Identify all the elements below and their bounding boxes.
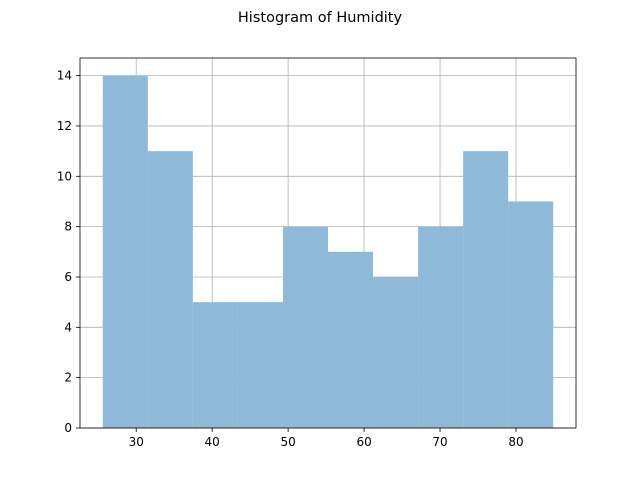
x-tick-label: 80 <box>508 435 523 449</box>
histogram-bar <box>237 302 283 428</box>
y-tick-label: 14 <box>57 69 72 83</box>
axes-frame <box>79 57 577 429</box>
chart-title: Histogram of Humidity <box>238 10 403 26</box>
y-tick-label: 12 <box>57 119 72 133</box>
histogram-bar <box>508 201 554 428</box>
x-tick-label: 50 <box>280 435 295 449</box>
x-tick-label: 30 <box>129 435 144 449</box>
y-tick-label: 2 <box>64 371 72 385</box>
y-axis: 0 2 4 6 8 10 12 14 <box>57 69 80 435</box>
histogram-bar <box>147 151 193 428</box>
x-tick-label: 70 <box>432 435 447 449</box>
y-tick-label: 0 <box>64 421 72 435</box>
histogram-bar <box>373 276 419 428</box>
histogram-bar <box>418 226 464 428</box>
y-tick-label: 6 <box>64 270 72 284</box>
x-axis: 30 40 50 60 70 80 <box>129 428 524 449</box>
y-tick-label: 8 <box>64 220 72 234</box>
x-tick-label: 40 <box>205 435 220 449</box>
y-tick-label: 4 <box>64 320 72 334</box>
histogram-bar <box>192 302 238 428</box>
bars-layer <box>102 75 554 428</box>
histogram-bar <box>282 226 328 428</box>
histogram-bar <box>328 251 374 428</box>
x-tick-label: 60 <box>356 435 371 449</box>
histogram-bar <box>463 151 509 428</box>
y-tick-label: 10 <box>57 169 72 183</box>
histogram-bar <box>102 75 148 428</box>
